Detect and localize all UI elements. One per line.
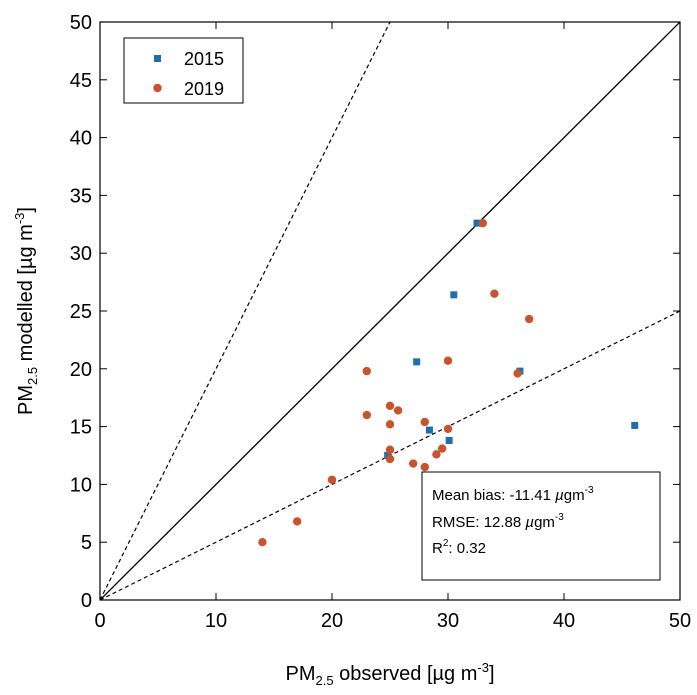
y-tick-label: 15	[70, 417, 92, 439]
data-point-2019	[513, 369, 522, 378]
x-tick-label: 0	[94, 610, 105, 632]
data-point-2019	[432, 450, 441, 459]
data-point-2019	[385, 445, 395, 454]
data-point-2019	[327, 475, 337, 484]
data-point-2019	[443, 424, 453, 434]
data-point-2019	[385, 401, 395, 410]
data-point-2019	[393, 406, 403, 415]
y-tick-label: 5	[81, 532, 92, 554]
y-axis-ticks: 0 5 10 15 20 25 30 35 40 45 50	[70, 12, 680, 612]
data-point-2015	[450, 291, 458, 299]
data-point-2019	[420, 417, 429, 427]
y-tick-label: 35	[70, 185, 92, 207]
data-point-2019	[490, 289, 499, 298]
data-point-2015	[413, 358, 421, 366]
rmse-text: RMSE: 12.88 µgm-3	[432, 512, 564, 531]
data-point-2019	[438, 444, 447, 453]
data-point-2019	[525, 314, 534, 324]
x-tick-label: 40	[553, 610, 575, 632]
legend: 2015 2019	[123, 37, 244, 104]
r2-text: R2: 0.32	[432, 538, 486, 557]
reference-line-solid-0	[100, 22, 680, 600]
y-tick-label: 50	[70, 12, 92, 34]
x-axis-label: PM2.5 observed [µg m-3]	[285, 660, 494, 688]
data-point-2019	[385, 454, 395, 464]
data-point-2019	[362, 410, 371, 420]
y-tick-label: 45	[70, 70, 92, 92]
data-point-2019	[478, 218, 487, 228]
stats-annotation: Mean bias: -11.41 µgm-3 RMSE: 12.88 µgm-…	[421, 471, 661, 581]
legend-marker-2015	[154, 55, 161, 62]
y-tick-label: 20	[70, 359, 92, 381]
data-point-2015	[473, 219, 481, 227]
data-point-2019	[409, 459, 418, 468]
x-tick-label: 20	[321, 610, 343, 632]
data-point-2019	[420, 462, 429, 472]
data-point-2015	[445, 436, 453, 444]
data-point-2019	[258, 538, 267, 547]
x-tick-label: 30	[437, 610, 459, 632]
y-tick-label: 25	[70, 301, 92, 323]
data-point-2019	[443, 356, 453, 365]
data-point-2015	[425, 426, 433, 434]
data-point-2019	[293, 517, 302, 526]
data-point-2019	[362, 366, 371, 376]
x-tick-label: 50	[669, 610, 691, 632]
x-axis-ticks: 0 10 20 30 40 50	[94, 22, 691, 632]
legend-marker-2019	[153, 83, 162, 93]
y-tick-label: 0	[81, 590, 92, 612]
x-tick-label: 10	[205, 610, 227, 632]
legend-label-2019: 2019	[184, 79, 224, 99]
y-axis-label: PM2.5 modelled [µg m-3]	[12, 207, 40, 415]
y-tick-label: 40	[70, 128, 92, 150]
mean-bias-text: Mean bias: -11.41 µgm-3	[432, 485, 594, 504]
legend-box	[123, 37, 244, 104]
stats-box	[421, 471, 661, 581]
data-point-2019	[385, 420, 395, 429]
y-tick-label: 10	[70, 474, 92, 496]
data-point-2015	[631, 421, 639, 429]
data-points	[258, 218, 639, 547]
y-tick-label: 30	[70, 243, 92, 265]
legend-label-2015: 2015	[184, 49, 224, 69]
